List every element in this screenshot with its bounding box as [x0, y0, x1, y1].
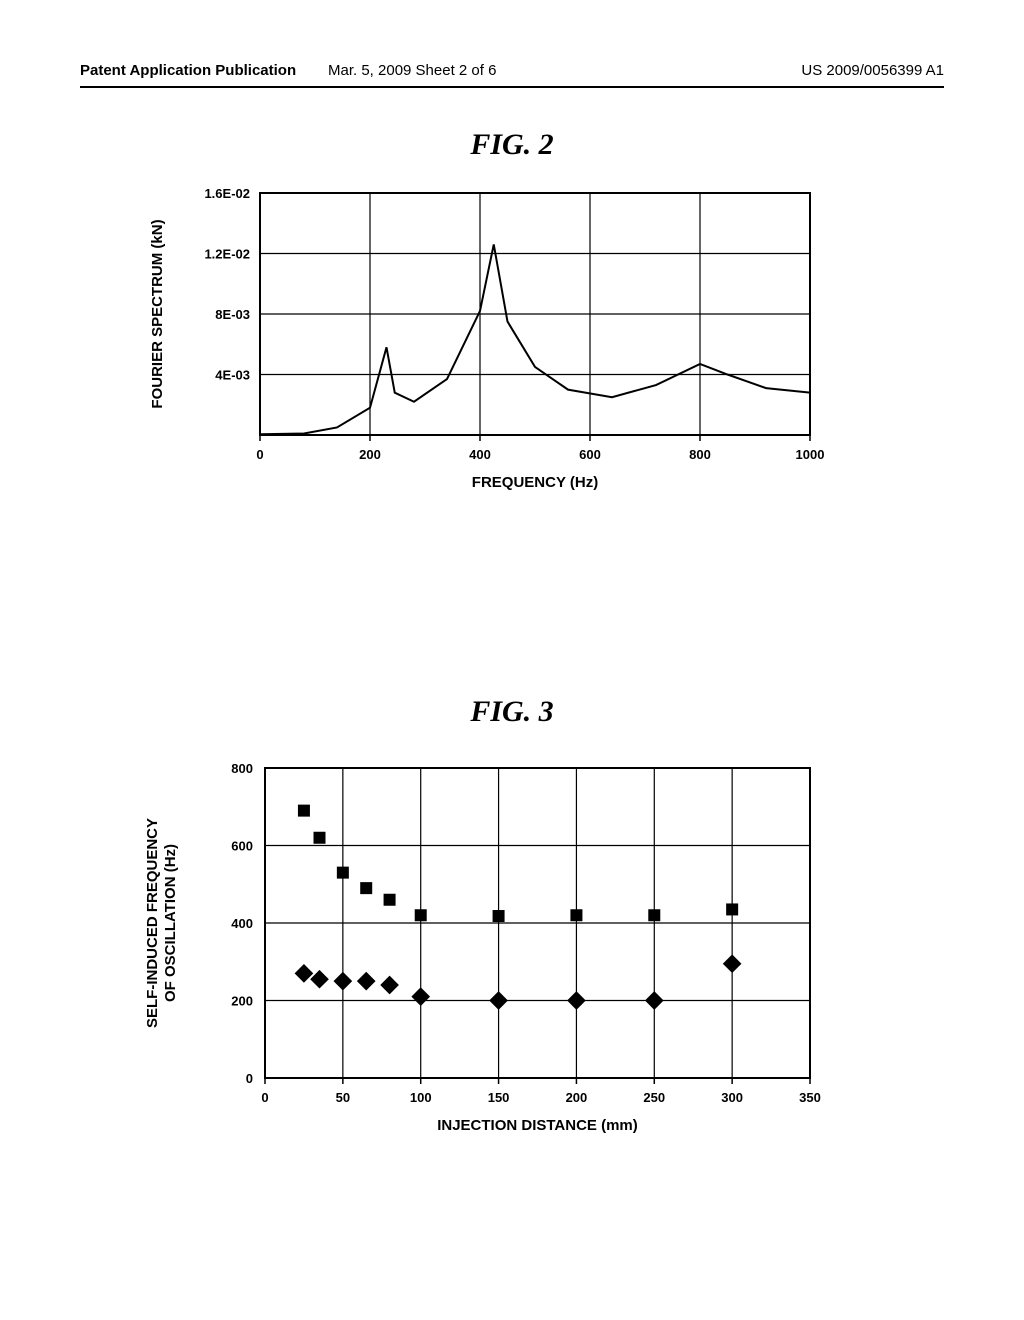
svg-text:300: 300	[721, 1090, 743, 1105]
svg-text:250: 250	[643, 1090, 665, 1105]
svg-text:1.2E-02: 1.2E-02	[204, 247, 250, 262]
svg-text:400: 400	[469, 447, 491, 462]
svg-text:FOURIER SPECTRUM (kN): FOURIER SPECTRUM (kN)	[149, 219, 166, 408]
svg-text:200: 200	[231, 994, 253, 1009]
svg-text:SELF-INDUCED FREQUENCY: SELF-INDUCED FREQUENCY	[144, 818, 161, 1028]
header-pub-number: US 2009/0056399 A1	[801, 62, 944, 79]
svg-text:1000: 1000	[796, 447, 825, 462]
svg-text:600: 600	[579, 447, 601, 462]
header-rule	[80, 86, 944, 88]
svg-text:0: 0	[256, 447, 263, 462]
svg-text:400: 400	[231, 916, 253, 931]
figure-2-title: FIG. 2	[0, 128, 1024, 162]
svg-text:FREQUENCY (Hz): FREQUENCY (Hz)	[472, 474, 598, 491]
svg-text:8E-03: 8E-03	[215, 307, 250, 322]
header-date-sheet: Mar. 5, 2009 Sheet 2 of 6	[328, 62, 496, 79]
svg-text:1.6E-02: 1.6E-02	[204, 186, 250, 201]
svg-text:150: 150	[488, 1090, 510, 1105]
patent-page: Patent Application Publication Mar. 5, 2…	[0, 0, 1024, 1320]
figure-2-chart: 4E-03 8E-03 1.2E-02 1.6E-02 0 200 400 600 800 100…	[120, 175, 840, 505]
svg-text:200: 200	[566, 1090, 588, 1105]
figure-3-chart: 0 200 400 600 800 0 50 100 150 200 250 300 350 INJECT…	[110, 748, 850, 1148]
svg-text:800: 800	[689, 447, 711, 462]
svg-text:INJECTION DISTANCE (mm): INJECTION DISTANCE (mm)	[437, 1117, 638, 1134]
svg-text:100: 100	[410, 1090, 432, 1105]
svg-text:OF OSCILLATION (Hz): OF OSCILLATION (Hz)	[162, 844, 179, 1002]
svg-text:0: 0	[261, 1090, 268, 1105]
svg-text:50: 50	[336, 1090, 350, 1105]
figure-3-title: FIG. 3	[0, 695, 1024, 729]
svg-text:0: 0	[246, 1071, 253, 1086]
svg-text:200: 200	[359, 447, 381, 462]
svg-text:800: 800	[231, 761, 253, 776]
svg-text:600: 600	[231, 839, 253, 854]
svg-text:4E-03: 4E-03	[215, 368, 250, 383]
header-publication: Patent Application Publication	[80, 62, 296, 79]
svg-text:350: 350	[799, 1090, 821, 1105]
